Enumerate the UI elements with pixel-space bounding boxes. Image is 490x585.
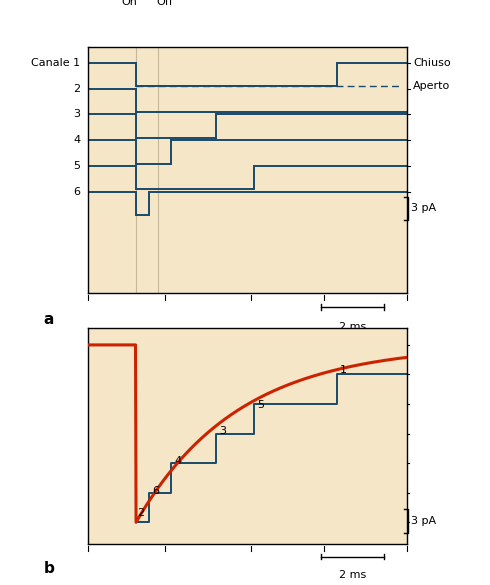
Text: 3: 3 [219,426,226,436]
Text: 6: 6 [73,187,80,197]
Text: 4: 4 [73,135,80,145]
Text: 3 pA: 3 pA [412,204,437,214]
Text: 2 ms: 2 ms [339,322,366,332]
Text: 5: 5 [73,161,80,171]
Text: Off: Off [156,0,173,8]
Text: 3: 3 [73,109,80,119]
Text: Aperto: Aperto [413,81,450,91]
Text: 1: 1 [340,365,347,375]
Text: 2: 2 [138,508,145,518]
Text: b: b [44,562,54,576]
Text: 6: 6 [152,487,159,497]
Text: a: a [44,312,54,327]
Text: 2: 2 [73,84,80,94]
Text: Chiuso: Chiuso [413,58,451,68]
Text: 5: 5 [257,400,264,410]
Text: 2 ms: 2 ms [339,570,366,580]
Text: On: On [122,0,138,8]
Text: 4: 4 [174,456,181,466]
Text: 3 pA: 3 pA [412,517,437,526]
Text: Canale 1: Canale 1 [31,58,80,68]
